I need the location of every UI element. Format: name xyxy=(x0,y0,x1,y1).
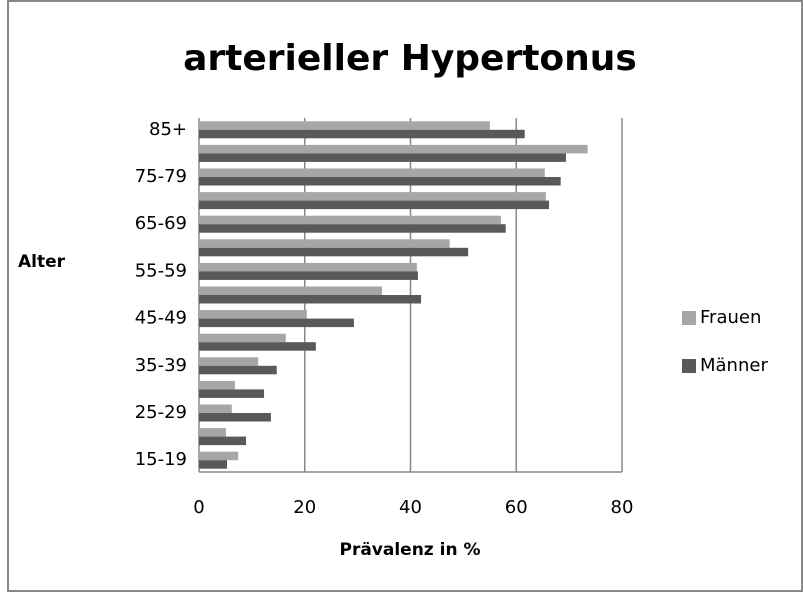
bar xyxy=(199,144,588,154)
y-tick-label: 15-19 xyxy=(135,449,187,470)
bar xyxy=(199,192,546,201)
y-tick-label: 25-29 xyxy=(135,402,187,423)
bar xyxy=(199,342,316,351)
bar xyxy=(199,224,506,233)
bar xyxy=(199,436,247,446)
chart-title: arterieller Hypertonus xyxy=(183,38,637,79)
bar xyxy=(199,310,307,319)
bar xyxy=(199,129,525,139)
bar xyxy=(199,271,418,280)
legend-label: Männer xyxy=(700,355,768,376)
y-tick-label: 75-79 xyxy=(135,166,187,187)
bar xyxy=(199,121,490,130)
bar xyxy=(199,153,566,162)
bar xyxy=(199,215,501,225)
y-tick-label: 85+ xyxy=(149,119,187,140)
legend-swatch xyxy=(682,311,696,325)
y-tick-label: 55-59 xyxy=(135,260,187,281)
bar xyxy=(199,333,286,343)
bar xyxy=(199,357,259,366)
bar xyxy=(199,460,228,469)
bar xyxy=(199,200,550,210)
bar xyxy=(199,413,271,422)
bar xyxy=(199,318,354,328)
x-tick-label: 0 xyxy=(193,497,204,518)
x-tick-label: 60 xyxy=(505,497,528,518)
x-tick-label: 80 xyxy=(611,497,634,518)
x-tick-label: 20 xyxy=(293,497,316,518)
legend-label: Frauen xyxy=(700,307,761,328)
y-tick-label: 65-69 xyxy=(135,213,187,234)
bar xyxy=(199,286,382,295)
bar xyxy=(199,389,265,398)
bar xyxy=(199,365,277,375)
bar xyxy=(199,177,561,186)
legend-swatch xyxy=(682,359,696,373)
x-tick-label: 40 xyxy=(399,497,422,518)
bar xyxy=(199,262,417,272)
bar xyxy=(199,239,450,248)
bar xyxy=(199,168,545,177)
bar xyxy=(199,380,235,390)
bar xyxy=(199,404,232,413)
bar xyxy=(199,451,239,461)
y-tick-label: 35-39 xyxy=(135,355,187,376)
x-axis-label: Prävalenz in % xyxy=(339,540,480,560)
y-axis-label: Alter xyxy=(18,252,66,272)
bar xyxy=(199,428,226,437)
bar xyxy=(199,247,469,257)
y-tick-label: 45-49 xyxy=(135,308,187,329)
bar xyxy=(199,295,422,304)
